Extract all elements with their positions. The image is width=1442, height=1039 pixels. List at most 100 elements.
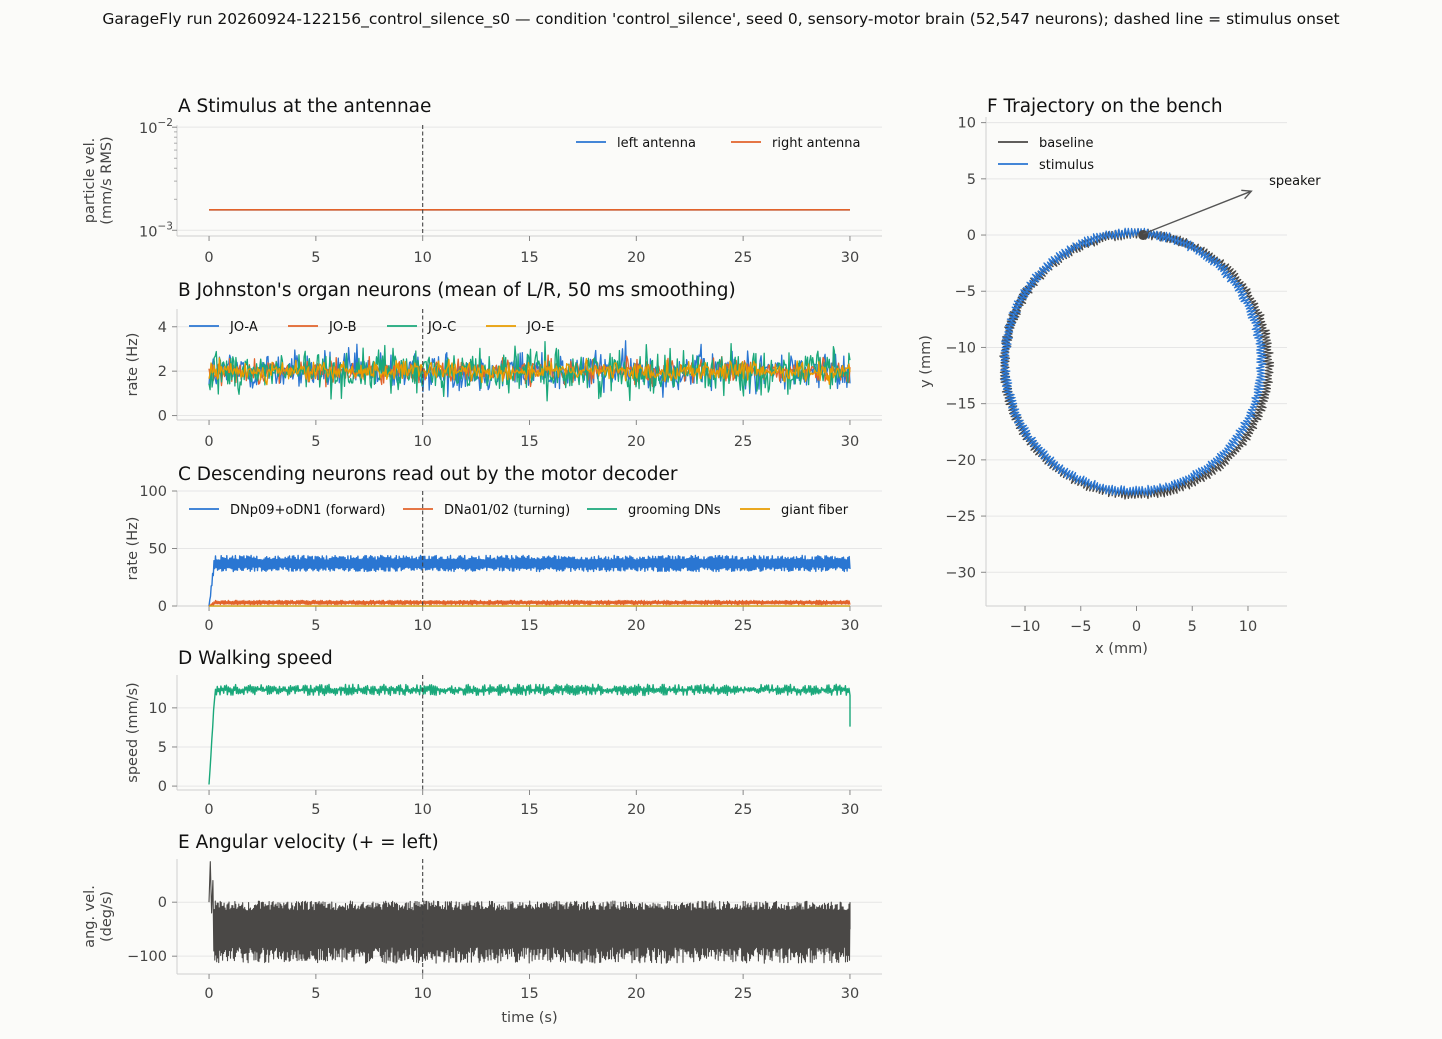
legend-entry-A: right antenna: [731, 136, 860, 151]
series-line-angular-velocity: [208, 861, 851, 964]
y-axis-label-F: y (mm): [918, 335, 934, 388]
legend-label-A: left antenna: [617, 136, 696, 151]
x-tick-label-D: 0: [204, 802, 213, 818]
x-tick-label-F: 5: [1188, 619, 1197, 635]
legend-entry-B: JO-E: [486, 320, 554, 335]
speaker-annotation: speaker: [1269, 174, 1321, 189]
legend-entry-A: left antenna: [576, 136, 696, 151]
start-point-marker: [1138, 230, 1149, 241]
panel-title-F: F Trajectory on the bench: [987, 96, 1223, 117]
x-tick-label-F: −10: [1010, 619, 1041, 635]
legend-entry-B: JO-C: [387, 320, 456, 335]
y-tick-label-F: −30: [945, 565, 976, 581]
x-tick-label-E: 5: [311, 986, 320, 1002]
legend-entry-B: JO-A: [189, 320, 258, 335]
panel-E: 0 5 10 15 20 25 30 0 −100 E Angular velocity (+ =…: [82, 832, 882, 1026]
y-tick-label-F: −10: [945, 340, 976, 356]
x-tick-label-B: 25: [734, 434, 752, 450]
y-tick-label-E: 0: [158, 895, 167, 911]
panel-title-A: A Stimulus at the antennae: [178, 96, 431, 117]
legend-label-C: giant fiber: [781, 503, 849, 518]
panel-C: 0 5 10 15 20 25 30 0 50 100 C Descending neurons r…: [125, 464, 882, 634]
x-axis-label-E: time (s): [501, 1010, 557, 1026]
legend-label-A: right antenna: [772, 136, 860, 151]
panel-title-D: D Walking speed: [178, 648, 333, 669]
panel-F: −10 −5 0 5 10 10 5 0 −5 −10 −15 −20 −25 −30 F Trajecto…: [918, 96, 1321, 657]
legend-entry-C: giant fiber: [740, 503, 849, 518]
legend-label-B: JO-B: [328, 320, 357, 335]
y-tick-label-F: 10: [958, 116, 976, 132]
series-line-JO-E: [208, 357, 851, 386]
x-tick-label-B: 10: [413, 434, 431, 450]
x-tick-label-C: 15: [520, 618, 538, 634]
x-tick-label-B: 30: [841, 434, 859, 450]
y-tick-label-C: 100: [139, 484, 167, 500]
legend-label-B: JO-A: [229, 320, 258, 335]
y-tick-exponent-A: −2: [157, 117, 172, 129]
y-axis-label-A: particle vel.: [82, 138, 98, 223]
x-tick-label-F: 10: [1239, 619, 1257, 635]
y-axis-label-D: speed (mm/s): [125, 682, 141, 782]
y-tick-label-F: 0: [967, 228, 976, 244]
y-tick-label-C: 50: [149, 542, 167, 558]
x-tick-label-C: 0: [204, 618, 213, 634]
panel-title-E: E Angular velocity (+ = left): [178, 832, 439, 853]
x-tick-label-B: 15: [520, 434, 538, 450]
y-tick-label-C: 0: [158, 599, 167, 615]
legend-entry-C: DNa01/02 (turning): [403, 503, 570, 518]
x-tick-label-A: 5: [311, 250, 320, 266]
legend-label-B: JO-E: [526, 320, 554, 335]
x-tick-label-C: 10: [413, 618, 431, 634]
panel-D: 0 5 10 15 20 25 30 0 5 10 D Walking speed speed (mm…: [125, 648, 882, 818]
legend-label-C: DNp09+oDN1 (forward): [230, 503, 386, 518]
x-tick-label-C: 25: [734, 618, 752, 634]
y-tick-label-F: −5: [955, 284, 976, 300]
x-tick-label-A: 30: [841, 250, 859, 266]
legend-label-B: JO-C: [427, 320, 456, 335]
legend-entry-F: baseline: [998, 136, 1093, 151]
y-axis-label-B: rate (Hz): [125, 333, 141, 397]
y-tick-label-A: 10−2: [139, 117, 173, 137]
speaker-arrow-shaft: [1142, 190, 1252, 235]
series-line-walking-speed: [208, 683, 851, 785]
speaker-arrow-head: [1241, 189, 1253, 200]
legend-label-F: baseline: [1039, 136, 1093, 151]
x-tick-label-E: 10: [413, 986, 431, 1002]
x-tick-label-C: 30: [841, 618, 859, 634]
x-tick-label-D: 30: [841, 802, 859, 818]
x-tick-label-D: 20: [627, 802, 645, 818]
x-axis-label-F: x (mm): [1095, 641, 1148, 657]
y-tick-label-F: 5: [967, 172, 976, 188]
x-tick-label-E: 15: [520, 986, 538, 1002]
x-tick-label-A: 10: [413, 250, 431, 266]
x-tick-label-D: 15: [520, 802, 538, 818]
x-tick-label-B: 20: [627, 434, 645, 450]
y-tick-label-D: 10: [149, 701, 167, 717]
x-tick-label-D: 25: [734, 802, 752, 818]
x-tick-label-B: 0: [204, 434, 213, 450]
y-tick-label-D: 5: [158, 740, 167, 756]
x-tick-label-F: 0: [1132, 619, 1141, 635]
y-tick-label-D: 0: [158, 779, 167, 795]
x-tick-label-D: 5: [311, 802, 320, 818]
panel-B: 0 5 10 15 20 25 30 0 2 4 B Johnston's organ neuron…: [125, 280, 882, 450]
x-tick-label-E: 0: [204, 986, 213, 1002]
y-tick-label-F: −15: [945, 397, 976, 413]
y-axis-label-C: rate (Hz): [125, 517, 141, 581]
legend-entry-C: DNp09+oDN1 (forward): [189, 503, 386, 518]
series-line-DNp09-oDN1-forward-: [208, 554, 851, 607]
x-tick-label-B: 5: [311, 434, 320, 450]
x-tick-label-A: 15: [520, 250, 538, 266]
figure-suptitle: GarageFly run 20260924-122156_control_si…: [102, 10, 1340, 28]
legend-label-C: DNa01/02 (turning): [444, 503, 570, 518]
x-tick-label-A: 25: [734, 250, 752, 266]
legend-entry-B: JO-B: [288, 320, 357, 335]
y-tick-label-B: 0: [158, 409, 167, 425]
legend-label-F: stimulus: [1039, 158, 1094, 173]
legend-entry-C: grooming DNs: [587, 503, 721, 518]
legend-label-C: grooming DNs: [628, 503, 721, 518]
panel-A: 0 5 10 15 20 25 30 10−3 10−2A Stimulus at the an…: [82, 96, 882, 266]
legend-entry-F: stimulus: [998, 158, 1094, 173]
y-tick-exponent-A: −3: [157, 220, 172, 232]
series-line-DNa01-02-turning-: [208, 599, 851, 607]
